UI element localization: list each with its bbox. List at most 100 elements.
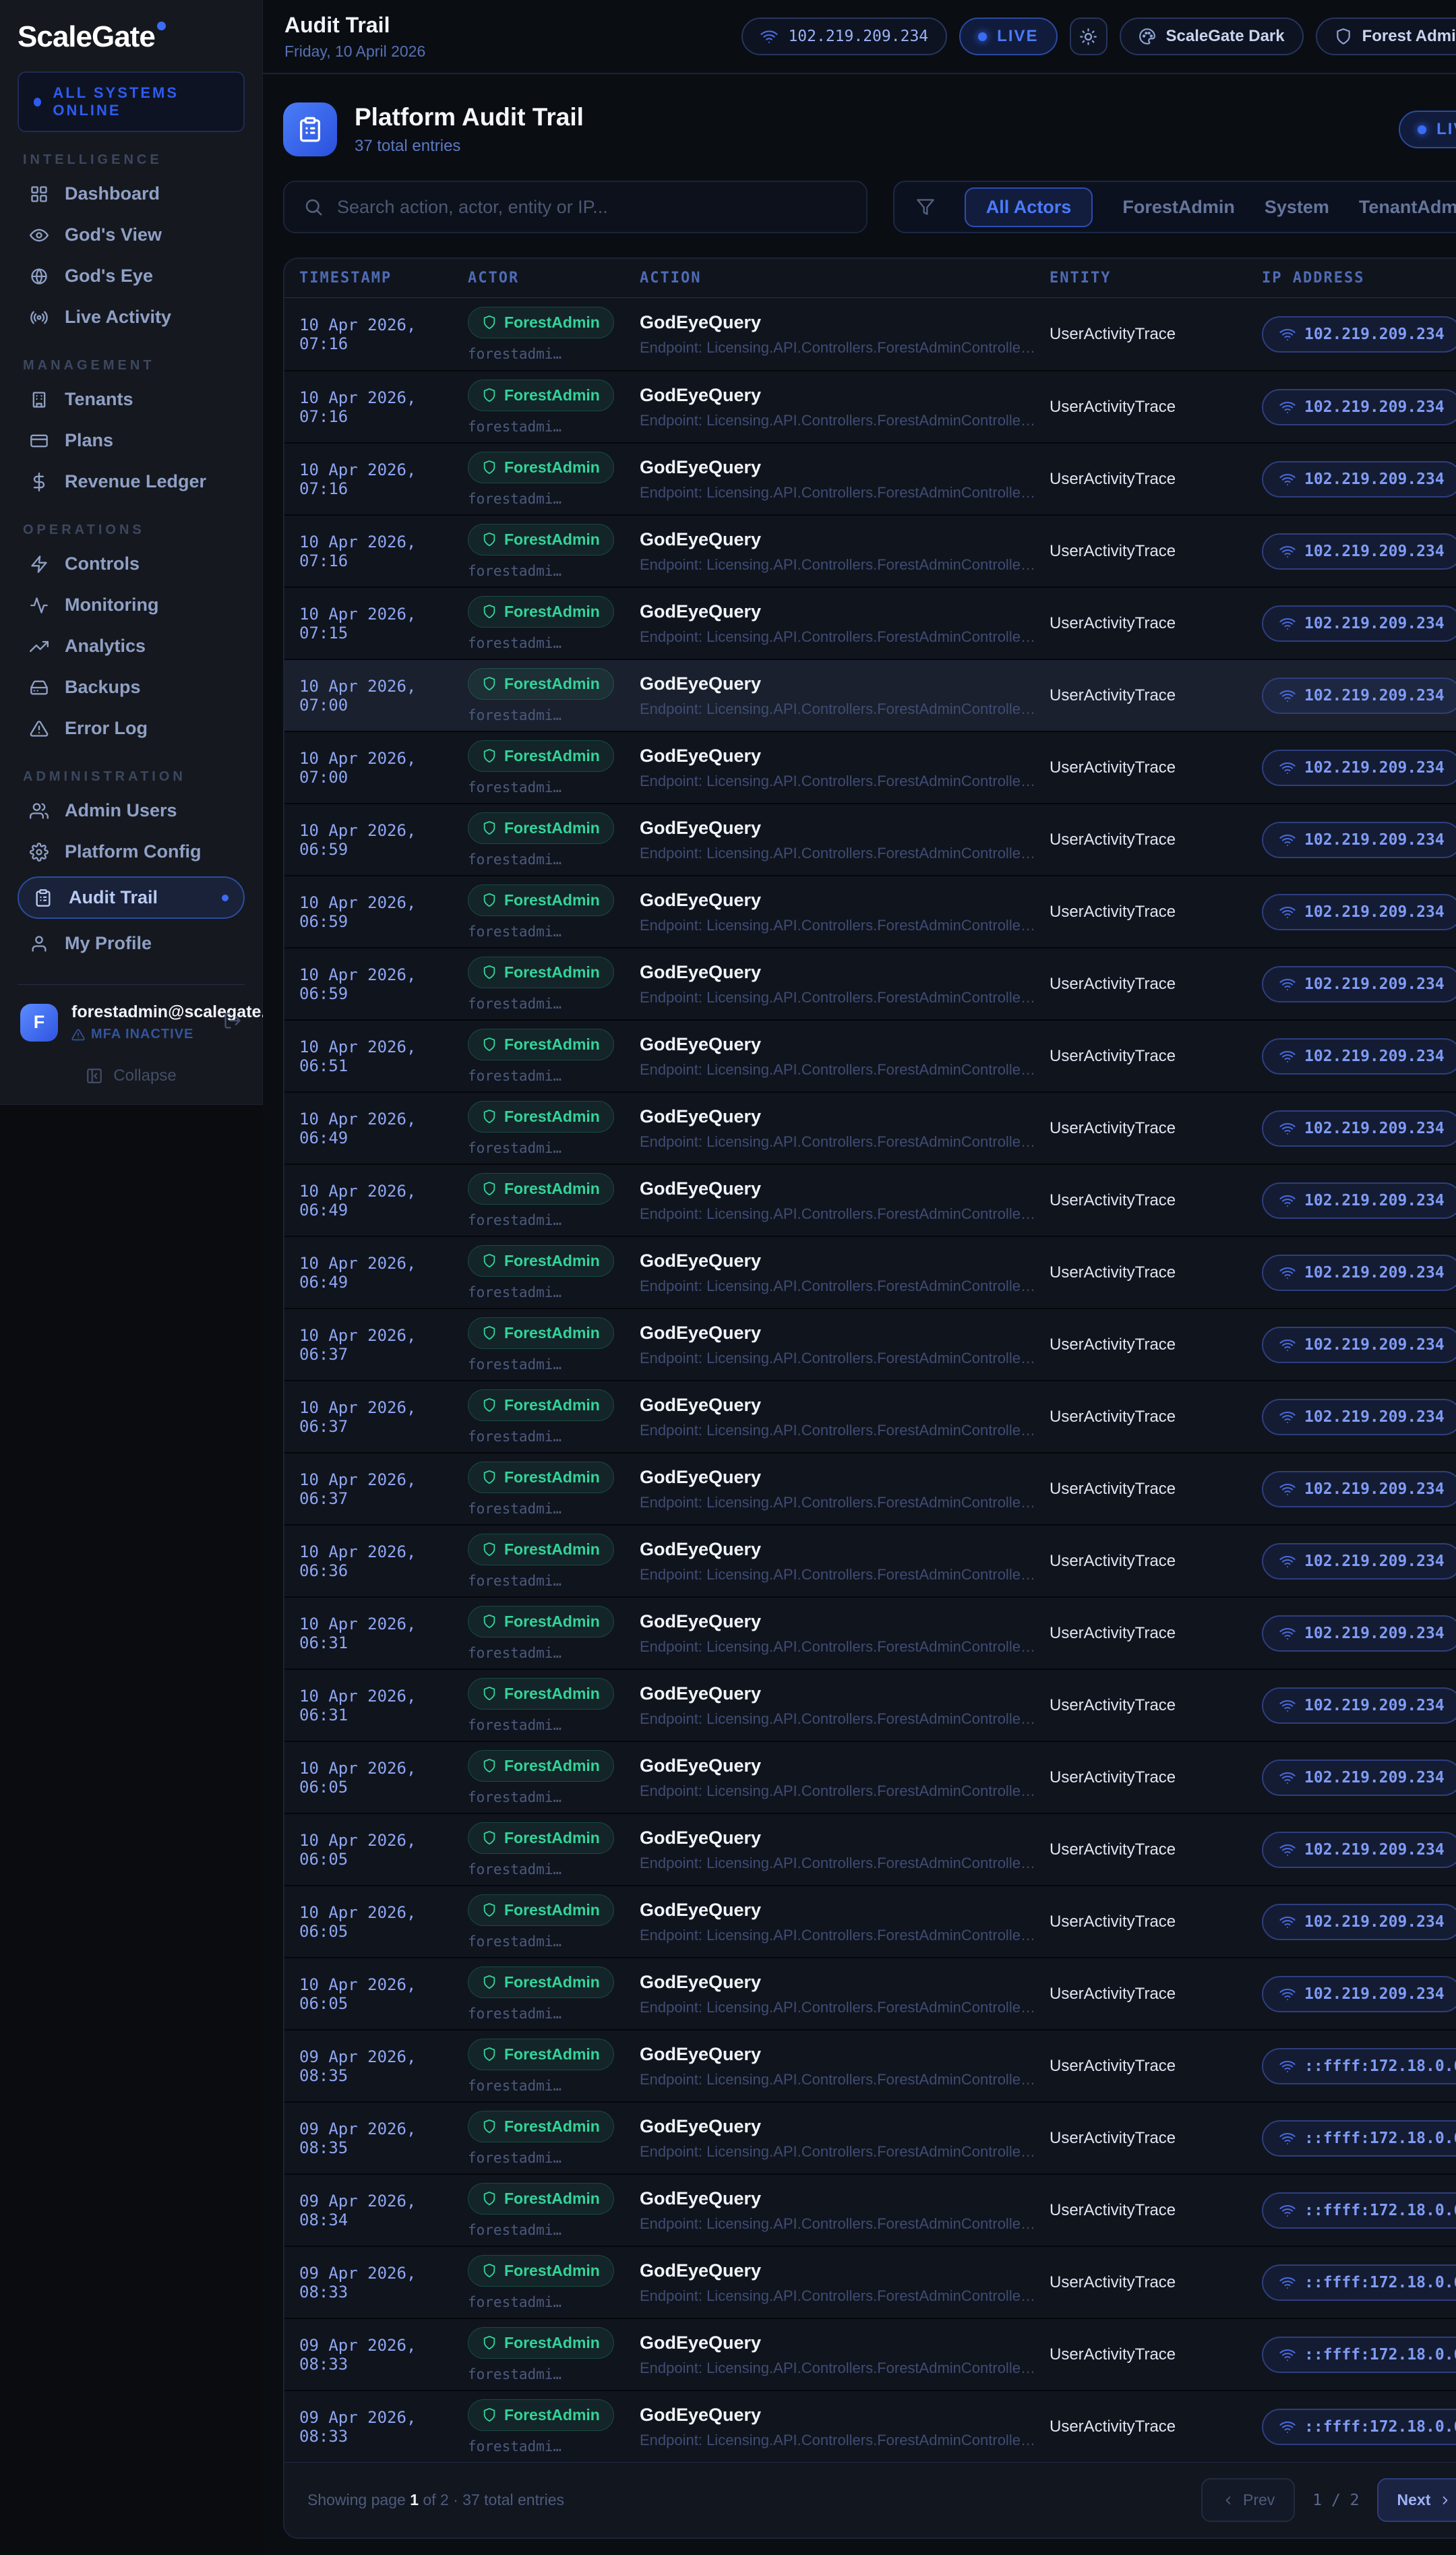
table-row[interactable]: 10 Apr 2026, 06:59 ForestAdmin forestadm… xyxy=(284,875,1456,947)
table-row[interactable]: 10 Apr 2026, 06:05 ForestAdmin forestadm… xyxy=(284,1957,1456,2029)
next-page-button[interactable]: Next xyxy=(1376,2478,1456,2522)
live-dot-icon xyxy=(1418,125,1427,134)
table-row[interactable]: 10 Apr 2026, 06:05 ForestAdmin forestadm… xyxy=(284,1813,1456,1885)
action-name: GodEyeQuery xyxy=(640,1683,762,1704)
table-row[interactable]: 10 Apr 2026, 07:16 ForestAdmin forestadm… xyxy=(284,442,1456,514)
table-live-chip[interactable]: LIVE xyxy=(1399,111,1456,148)
table-row[interactable]: 10 Apr 2026, 06:31 ForestAdmin forestadm… xyxy=(284,1669,1456,1741)
sidebar-item-live-activity[interactable]: Live Activity xyxy=(18,298,245,336)
sidebar-item-label: Dashboard xyxy=(65,183,160,204)
sidebar-item-gods-eye[interactable]: God's Eye xyxy=(18,257,245,295)
row-action-cell: GodEyeQuery Endpoint: Licensing.API.Cont… xyxy=(640,2405,1050,2449)
sidebar-item-admin-users[interactable]: Admin Users xyxy=(18,791,245,830)
table-row[interactable]: 10 Apr 2026, 06:31 ForestAdmin forestadm… xyxy=(284,1596,1456,1669)
actor-badge: ForestAdmin xyxy=(468,1894,614,1926)
action-name: GodEyeQuery xyxy=(640,529,762,549)
wifi-icon xyxy=(1279,690,1296,702)
table-row[interactable]: 10 Apr 2026, 07:00 ForestAdmin forestadm… xyxy=(284,659,1456,731)
row-ip-chip: 102.219.209.234 xyxy=(1262,533,1456,570)
action-name: GodEyeQuery xyxy=(640,2404,762,2425)
sidebar-item-error-log[interactable]: Error Log xyxy=(18,709,245,748)
table-row[interactable]: 10 Apr 2026, 06:37 ForestAdmin forestadm… xyxy=(284,1380,1456,1452)
table-row[interactable]: 10 Apr 2026, 06:59 ForestAdmin forestadm… xyxy=(284,803,1456,875)
role-chip[interactable]: Forest Admin xyxy=(1315,18,1456,55)
sidebar-item-monitoring[interactable]: Monitoring xyxy=(18,586,245,624)
sidebar-item-plans[interactable]: Plans xyxy=(18,421,245,460)
filter-tenantadmin[interactable]: TenantAdmin xyxy=(1358,196,1456,217)
row-ip-chip: 102.219.209.234 xyxy=(1262,1831,1456,1868)
shield-icon xyxy=(483,460,495,475)
shield-icon xyxy=(483,1397,495,1412)
action-name: GodEyeQuery xyxy=(640,1755,762,1776)
table-row[interactable]: 10 Apr 2026, 06:49 ForestAdmin forestadm… xyxy=(284,1091,1456,1164)
wifi-icon xyxy=(1279,978,1296,990)
table-row[interactable]: 10 Apr 2026, 06:51 ForestAdmin forestadm… xyxy=(284,1019,1456,1091)
section-label-management: MANAGEMENT xyxy=(23,358,155,373)
row-ip-value: 102.219.209.234 xyxy=(1304,1985,1445,2003)
row-ip-value: 102.219.209.234 xyxy=(1304,398,1445,416)
sidebar-item-controls[interactable]: Controls xyxy=(18,545,245,583)
table-row[interactable]: 10 Apr 2026, 07:15 ForestAdmin forestadm… xyxy=(284,587,1456,659)
table-row[interactable]: 10 Apr 2026, 07:00 ForestAdmin forestadm… xyxy=(284,731,1456,803)
table-row[interactable]: 10 Apr 2026, 06:05 ForestAdmin forestadm… xyxy=(284,1885,1456,1957)
sidebar-item-backups[interactable]: Backups xyxy=(18,668,245,707)
table-row[interactable]: 10 Apr 2026, 06:49 ForestAdmin forestadm… xyxy=(284,1164,1456,1236)
theme-toggle-button[interactable] xyxy=(1069,18,1108,55)
shield-icon xyxy=(483,532,495,547)
table-row[interactable]: 09 Apr 2026, 08:34 ForestAdmin forestadm… xyxy=(284,2173,1456,2246)
table-row[interactable]: 09 Apr 2026, 08:35 ForestAdmin forestadm… xyxy=(284,2029,1456,2101)
filter-system[interactable]: System xyxy=(1264,196,1329,217)
sidebar-item-revenue-ledger[interactable]: Revenue Ledger xyxy=(18,462,245,501)
filter-forestadmin[interactable]: ForestAdmin xyxy=(1122,196,1235,217)
table-row[interactable]: 09 Apr 2026, 08:35 ForestAdmin forestadm… xyxy=(284,2101,1456,2173)
table-row[interactable]: 09 Apr 2026, 08:33 ForestAdmin forestadm… xyxy=(284,2246,1456,2318)
sidebar-item-dashboard[interactable]: Dashboard xyxy=(18,175,245,213)
collapse-sidebar-button[interactable]: Collapse xyxy=(18,1066,245,1085)
action-endpoint: Endpoint: Licensing.API.Controllers.Fore… xyxy=(640,1133,1035,1150)
row-ip-chip: 102.219.209.234 xyxy=(1262,605,1456,642)
prev-page-button[interactable]: Prev xyxy=(1201,2478,1296,2522)
sidebar-item-gods-view[interactable]: God's View xyxy=(18,216,245,254)
table-row[interactable]: 10 Apr 2026, 06:37 ForestAdmin forestadm… xyxy=(284,1308,1456,1380)
table-row[interactable]: 10 Apr 2026, 06:05 ForestAdmin forestadm… xyxy=(284,1741,1456,1813)
row-ip-chip: 102.219.209.234 xyxy=(1262,388,1456,425)
row-entity: UserActivityTrace xyxy=(1050,1623,1176,1642)
row-action-cell: GodEyeQuery Endpoint: Licensing.API.Cont… xyxy=(640,529,1050,574)
search-input[interactable] xyxy=(337,196,847,218)
shield-icon xyxy=(483,1902,495,1917)
sidebar-item-audit-trail[interactable]: Audit Trail xyxy=(18,876,245,919)
shield-icon xyxy=(483,2119,495,2134)
table-row[interactable]: 09 Apr 2026, 08:33 ForestAdmin forestadm… xyxy=(284,2390,1456,2462)
table-row[interactable]: 10 Apr 2026, 06:37 ForestAdmin forestadm… xyxy=(284,1452,1456,1524)
sidebar-item-tenants[interactable]: Tenants xyxy=(18,380,245,419)
row-action-cell: GodEyeQuery Endpoint: Licensing.API.Cont… xyxy=(640,2116,1050,2161)
table-row[interactable]: 10 Apr 2026, 07:16 ForestAdmin forestadm… xyxy=(284,514,1456,587)
sidebar-item-analytics[interactable]: Analytics xyxy=(18,627,245,665)
sidebar-item-platform-config[interactable]: Platform Config xyxy=(18,833,245,871)
wifi-icon xyxy=(1279,1700,1296,1712)
row-actor-cell: ForestAdmin forestadmi… xyxy=(468,2399,640,2455)
table-row[interactable]: 10 Apr 2026, 07:16 ForestAdmin forestadm… xyxy=(284,298,1456,370)
row-actor-cell: ForestAdmin forestadmi… xyxy=(468,1749,640,1805)
live-status-chip[interactable]: LIVE xyxy=(959,18,1058,55)
table-row[interactable]: 09 Apr 2026, 08:33 ForestAdmin forestadm… xyxy=(284,2318,1456,2390)
sidebar-item-my-profile[interactable]: My Profile xyxy=(18,924,245,963)
action-endpoint: Endpoint: Licensing.API.Controllers.Fore… xyxy=(640,772,1035,789)
table-row[interactable]: 10 Apr 2026, 06:36 ForestAdmin forestadm… xyxy=(284,1524,1456,1596)
actor-badge: ForestAdmin xyxy=(468,2254,614,2287)
table-row[interactable]: 10 Apr 2026, 07:16 ForestAdmin forestadm… xyxy=(284,370,1456,442)
row-ip-chip: 102.219.209.234 xyxy=(1262,1254,1456,1291)
actor-badge: ForestAdmin xyxy=(468,812,614,844)
row-ip-value: 102.219.209.234 xyxy=(1304,542,1445,560)
logout-button[interactable] xyxy=(223,1011,242,1033)
action-name: GodEyeQuery xyxy=(640,961,762,982)
filter-all-actors[interactable]: All Actors xyxy=(964,187,1093,227)
theme-name-chip[interactable]: ScaleGate Dark xyxy=(1119,18,1304,55)
table-row[interactable]: 10 Apr 2026, 06:49 ForestAdmin forestadm… xyxy=(284,1236,1456,1308)
shield-icon xyxy=(483,965,495,980)
row-actor-cell: ForestAdmin forestadmi… xyxy=(468,956,640,1012)
table-row[interactable]: 10 Apr 2026, 06:59 ForestAdmin forestadm… xyxy=(284,947,1456,1019)
actor-name: ForestAdmin xyxy=(504,1756,600,1774)
row-action-cell: GodEyeQuery Endpoint: Licensing.API.Cont… xyxy=(640,1611,1050,1656)
row-actor-cell: ForestAdmin forestadmi… xyxy=(468,884,640,940)
